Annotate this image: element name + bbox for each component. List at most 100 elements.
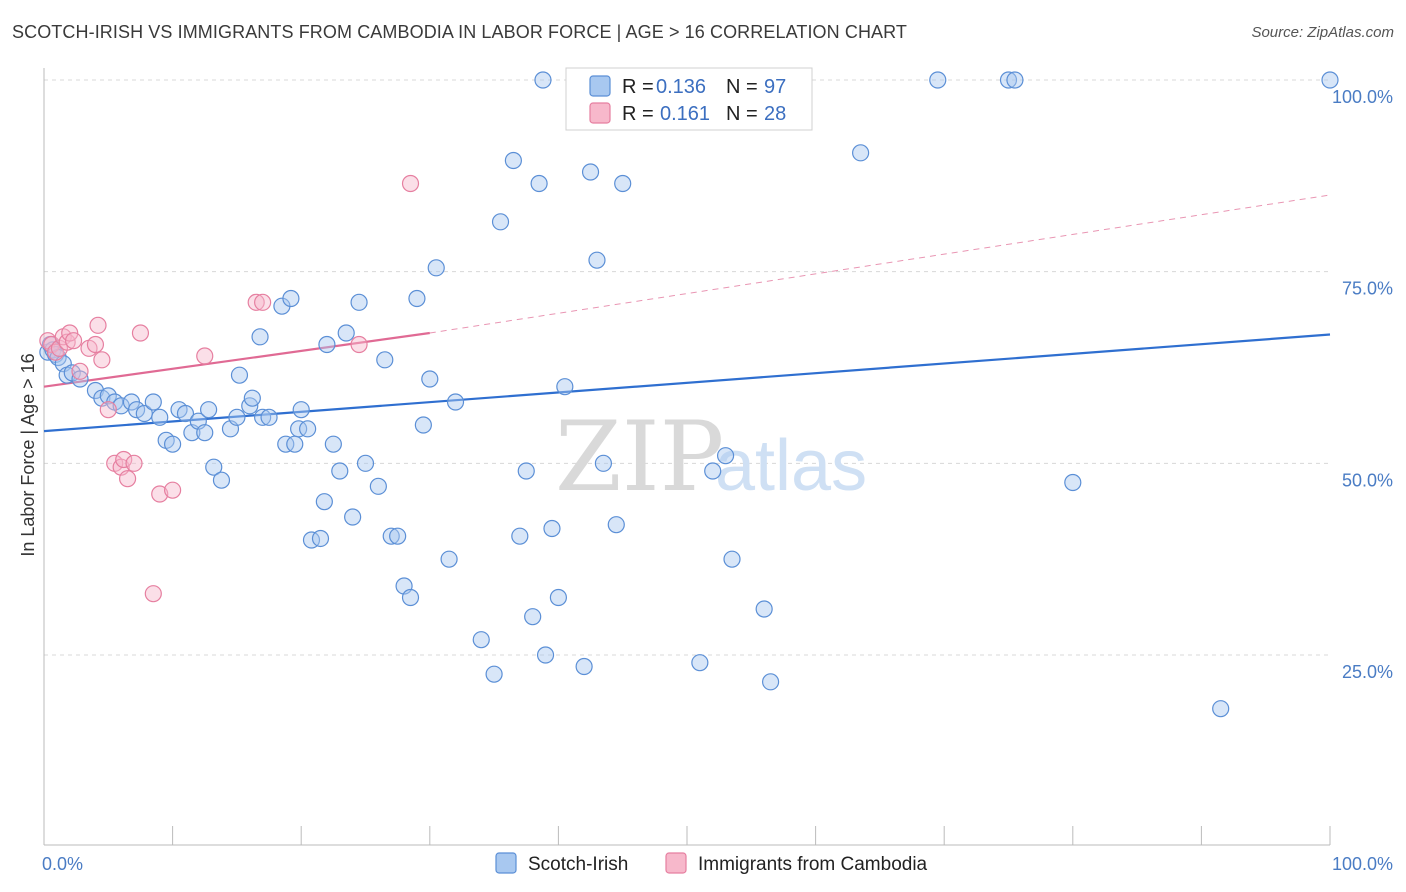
scotch-irish-point-56 (382, 527, 400, 545)
scotch-irish-point-26 (200, 401, 218, 419)
y-tick-label-25: 25.0% (1342, 662, 1393, 682)
scotch-irish-point-98 (1321, 71, 1339, 89)
scotch-irish-point-93 (929, 71, 947, 89)
scotch-irish-point-57 (389, 527, 407, 545)
scotch-irish-point-90 (755, 600, 773, 618)
scotch-irish-point-71 (517, 462, 535, 480)
scotch-irish-point-25 (196, 424, 214, 442)
cambodia-point-10 (86, 335, 105, 354)
scotch-irish-point-47 (318, 335, 336, 354)
trend-line-cambodia-extension (429, 194, 1331, 334)
cambodia-point-7 (64, 332, 83, 350)
scotch-irish-point-51 (344, 508, 362, 526)
scotch-irish-point-30 (228, 408, 246, 426)
legend-r-value-2: 0.161 (660, 103, 710, 125)
y-tick-label-75: 75.0% (1342, 279, 1393, 299)
scotch-irish-point-17 (144, 393, 162, 411)
scotch-irish-point-74 (534, 71, 552, 89)
cambodia-points (39, 174, 420, 603)
scotch-irish-point-36 (260, 408, 278, 426)
scotch-irish-point-49 (331, 462, 349, 480)
scotch-irish-point-27 (205, 458, 223, 476)
x-tick-label-0: 0.0% (42, 854, 83, 874)
cambodia-point-8 (71, 362, 89, 380)
trend-lines (43, 194, 1331, 433)
scotch-irish-point-87 (704, 462, 722, 480)
legend-r-value-1: 0.136 (656, 76, 706, 98)
scotch-irish-point-88 (716, 447, 735, 465)
scotch-irish-point-11 (99, 387, 117, 405)
series-legend-swatch-scotch-irish (495, 852, 517, 874)
scotch-irish-point-34 (251, 328, 269, 346)
scotch-irish-point-89 (723, 550, 741, 568)
cambodia-point-22 (164, 481, 182, 499)
scotch-irish-point-20 (164, 435, 182, 453)
scotch-irish-point-45 (311, 529, 330, 548)
cambodia-point-17 (118, 470, 137, 488)
legend-n-value-2: 28 (764, 103, 786, 125)
scotch-irish-point-85 (614, 174, 632, 193)
scotch-irish-point-28 (212, 471, 231, 489)
scotch-irish-point-92 (852, 144, 870, 162)
series-legend-label-scotch-irish: Scotch-Irish (528, 854, 628, 875)
scotch-irish-point-82 (588, 251, 606, 269)
scotch-irish-point-31 (230, 366, 249, 384)
legend-swatch-pink (589, 102, 611, 124)
scotch-irish-point-40 (286, 435, 304, 453)
series-legend-label-cambodia: Immigrants from Cambodia (698, 854, 928, 875)
scotch-irish-point-64 (440, 550, 458, 568)
scotch-irish-point-59 (401, 588, 420, 607)
scotch-irish-point-75 (536, 646, 555, 664)
cambodia-point-11 (89, 316, 107, 334)
scotch-irish-point-77 (549, 588, 568, 607)
scotch-irish-point-83 (594, 454, 613, 472)
scotch-irish-point-91 (761, 673, 780, 691)
scotch-irish-point-95 (1006, 71, 1024, 89)
y-axis-title: In Labor Force | Age > 16 (18, 353, 38, 556)
scotch-irish-point-63 (427, 259, 445, 277)
scotch-irish-point-61 (414, 416, 432, 434)
y-tick-label-50: 50.0% (1342, 470, 1393, 490)
series-legend: Scotch-Irish Immigrants from Cambodia (495, 852, 928, 875)
cambodia-point-26 (350, 335, 368, 354)
scotch-irish-point-54 (369, 477, 387, 495)
scotch-irish-point-72 (524, 608, 542, 626)
cambodia-point-16 (115, 450, 133, 469)
scotch-irish-point-52 (350, 293, 368, 311)
watermark: ZIP atlas (555, 401, 867, 513)
scotch-irish-point-35 (254, 408, 272, 426)
cambodia-point-13 (99, 401, 117, 419)
x-tick-label-100: 100.0% (1332, 854, 1393, 874)
legend-swatch-blue (589, 75, 611, 97)
cambodia-point-12 (93, 351, 111, 369)
scotch-irish-point-15 (127, 401, 146, 419)
tick-labels: 25.0% 50.0% 75.0% 100.0% 0.0% 100.0% (42, 87, 1393, 874)
scotch-irish-point-96 (1064, 473, 1082, 492)
scotch-irish-point-62 (421, 370, 439, 388)
scotch-irish-point-81 (581, 163, 600, 181)
legend-n-value-1: 97 (764, 76, 786, 98)
scotch-irish-point-67 (485, 665, 503, 683)
scotch-irish-points (39, 71, 1339, 718)
cambodia-point-21 (151, 485, 169, 503)
scotch-irish-point-73 (530, 174, 548, 193)
scotch-irish-point-46 (315, 493, 333, 511)
watermark-atlas: atlas (715, 426, 867, 506)
scotch-irish-point-60 (408, 289, 426, 308)
scotch-irish-point-18 (151, 408, 169, 426)
scotch-irish-point-48 (324, 435, 342, 453)
legend-r-label-2: R = (622, 103, 654, 125)
cambodia-point-24 (247, 293, 265, 311)
legend-box: R = 0.136 N = 97 R = 0.161 N = 28 (565, 67, 813, 131)
scotch-irish-point-55 (376, 351, 394, 369)
scotch-irish-point-86 (691, 654, 709, 672)
watermark-zip: ZIP (555, 401, 724, 513)
legend-r-label-1: R = (622, 76, 654, 98)
scotch-irish-point-94 (999, 71, 1018, 89)
legend-n-label-2: N = (726, 103, 758, 125)
scotch-irish-point-80 (575, 657, 593, 676)
scotch-irish-point-78 (556, 378, 574, 396)
cambodia-point-23 (196, 347, 214, 365)
scotch-irish-point-84 (607, 516, 625, 534)
